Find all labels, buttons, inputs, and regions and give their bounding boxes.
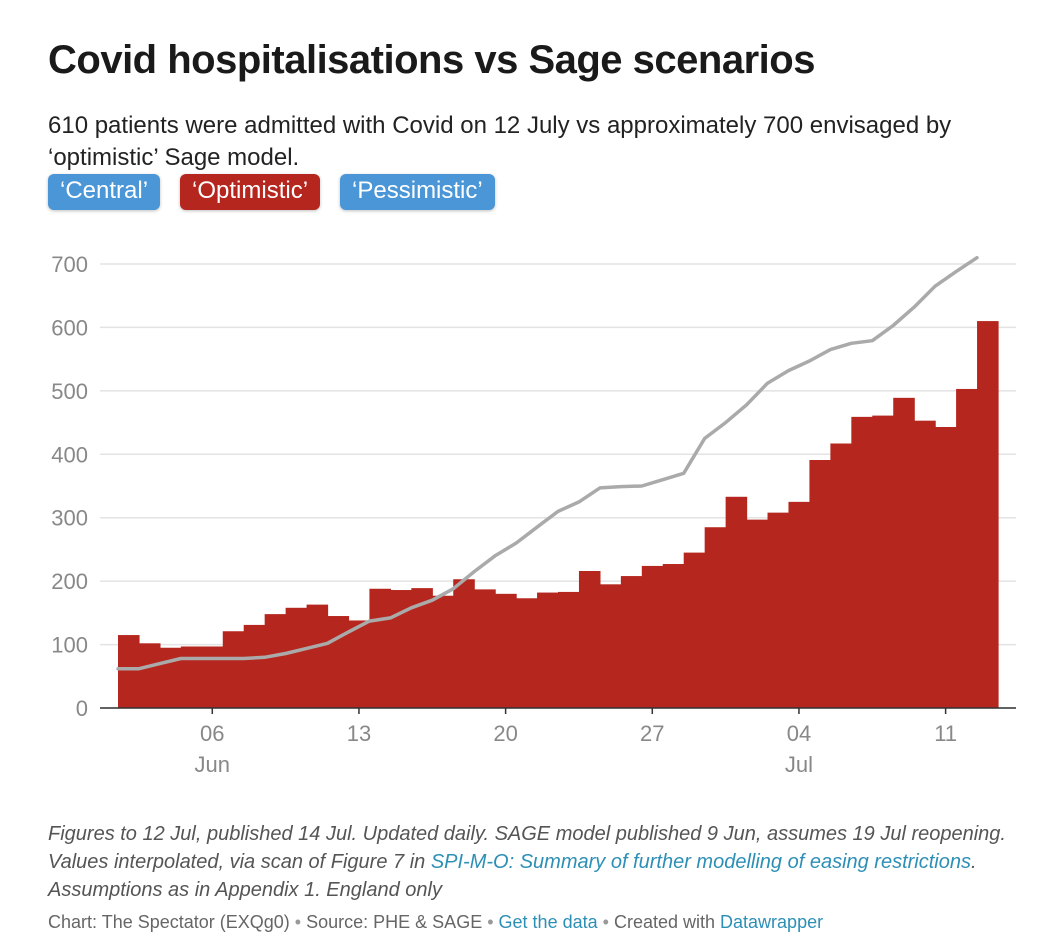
x-tick-label: 04 (787, 721, 811, 746)
chart-credit: Chart: The Spectator (EXQg0) (48, 912, 290, 932)
chart-notes: Figures to 12 Jul, published 14 Jul. Upd… (48, 820, 1018, 904)
admissions-bar (390, 590, 412, 708)
admissions-bar (411, 588, 433, 708)
optimistic-scenario-button[interactable]: ‘Optimistic’ (180, 174, 321, 210)
sage-model-line (116, 255, 979, 671)
admissions-bar (516, 598, 538, 708)
admissions-bar (851, 416, 873, 708)
admissions-bar (369, 588, 391, 708)
admissions-bar (599, 584, 622, 708)
created-with-text: Created with (613, 912, 721, 932)
admissions-bar (474, 589, 496, 708)
x-tick-label: 27 (640, 721, 664, 746)
y-tick-label: 700 (51, 252, 88, 277)
admissions-bar (788, 501, 811, 708)
admissions-bar (180, 646, 203, 708)
y-tick-label: 600 (51, 315, 88, 340)
admissions-bar (558, 591, 580, 708)
admissions-bar (118, 635, 140, 708)
admissions-bar (264, 614, 287, 708)
y-tick-label: 300 (51, 506, 88, 531)
pessimistic-scenario-button[interactable]: ‘Pessimistic’ (340, 174, 495, 210)
datawrapper-link[interactable]: Datawrapper (720, 912, 824, 932)
admissions-bar (327, 616, 350, 708)
admissions-bar (935, 427, 957, 708)
central-scenario-button[interactable]: ‘Central’ (48, 174, 161, 210)
admissions-bar (620, 576, 643, 708)
admissions-bar (453, 579, 475, 708)
x-tick-label: 20 (493, 721, 517, 746)
x-month-label: Jun (195, 752, 230, 777)
hospitalisations-chart: 0 100 200 300 400 500 600 700 06 Jun 13 20 27 04 Jul 11 (51, 252, 1016, 777)
admissions-bar (537, 592, 559, 708)
admissions-bar (348, 620, 371, 708)
admissions-bar (893, 397, 915, 708)
admissions-bar (767, 512, 790, 708)
footer-separator: • (294, 912, 302, 932)
chart-title: Covid hospitalisations vs Sage scenarios (48, 38, 815, 82)
chart-footer: Chart: The Spectator (EXQg0) • Source: P… (48, 912, 823, 933)
admissions-bar (704, 527, 727, 708)
admissions-bar (495, 593, 517, 708)
admissions-bar (914, 420, 936, 708)
spi-m-o-report-link[interactable]: SPI-M-O: Summary of further modelling of… (430, 851, 971, 873)
admissions-bar (872, 415, 894, 708)
admissions-bar (306, 604, 329, 708)
admissions-bar (830, 443, 852, 708)
notes-text-2: . Assumptions as in Appendix 1. England … (48, 851, 977, 901)
admissions-bar (432, 595, 454, 708)
admissions-bar (138, 643, 161, 708)
admissions-bar (746, 519, 769, 708)
admissions-bar (222, 631, 245, 708)
admissions-bar (662, 564, 685, 708)
x-tick-label: 11 (934, 721, 957, 746)
y-tick-label: 0 (76, 696, 88, 721)
admissions-bar (641, 565, 664, 708)
admissions-bar (725, 496, 748, 708)
admissions-bar (956, 388, 978, 708)
x-tick-label: 13 (347, 721, 371, 746)
admissions-bar (159, 647, 182, 708)
admissions-bar (977, 321, 999, 708)
footer-separator: • (602, 912, 609, 932)
admissions-bar (285, 607, 308, 708)
y-tick-label: 500 (51, 379, 88, 404)
admissions-bar (243, 624, 266, 708)
y-tick-label: 200 (51, 569, 88, 594)
admissions-bar (683, 552, 706, 708)
admissions-bar (578, 570, 601, 708)
notes-text-1: Figures to 12 Jul, published 14 Jul. Upd… (48, 823, 1006, 873)
source-credit: Source: PHE & SAGE (306, 912, 483, 932)
chart-subtitle: 610 patients were admitted with Covid on… (48, 112, 952, 171)
scenario-toggle-group: ‘Central’ ‘Optimistic’ ‘Pessimistic’ (48, 174, 495, 210)
get-the-data-link[interactable]: Get the data (498, 912, 598, 932)
x-month-label: Jul (785, 752, 813, 777)
y-tick-label: 100 (51, 633, 88, 658)
admissions-bar (201, 646, 224, 708)
y-tick-label: 400 (51, 442, 88, 467)
footer-separator: • (487, 912, 494, 932)
admissions-bar (809, 459, 831, 708)
x-tick-label: 06 (200, 721, 224, 746)
